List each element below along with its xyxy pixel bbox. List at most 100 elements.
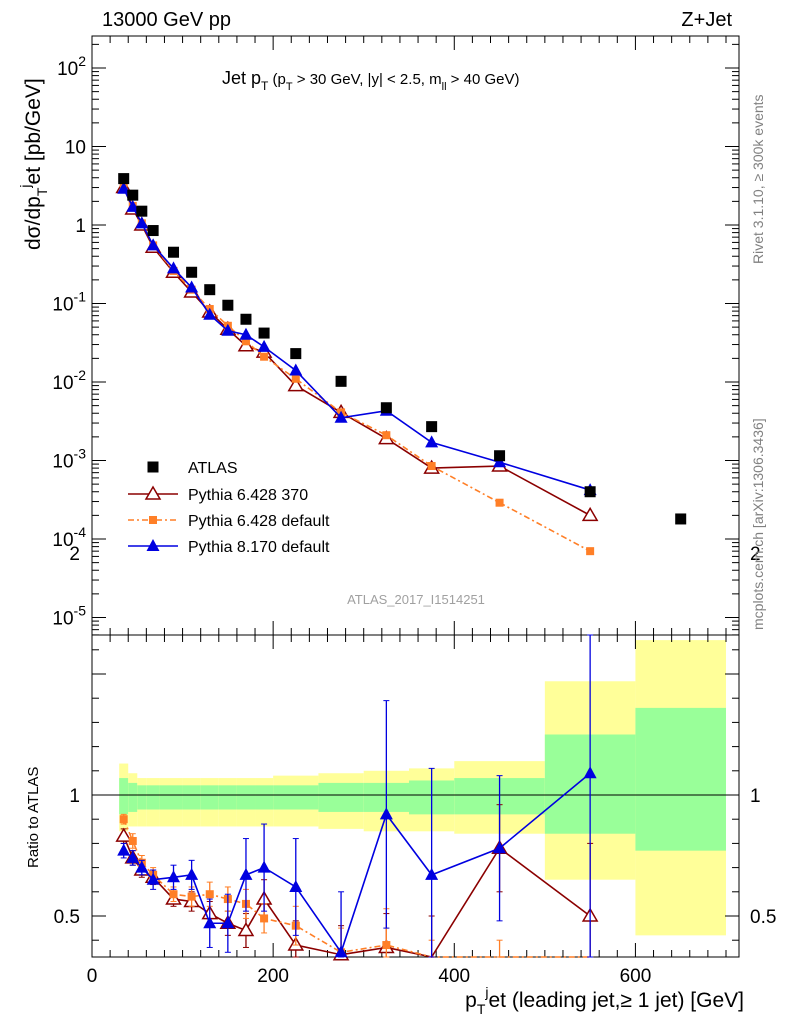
ratio-panel: 0.5 0.5 1 1 2 2 0 200 400 600 Ratio to ATLAS pTje… [25,544,776,1017]
ratio-point [221,916,235,929]
legend-item-py8_default: Pythia 8.170 default [128,539,330,556]
ratio-point [117,843,131,856]
y-tick-label: 10-1 [52,289,86,316]
data-point [203,307,217,320]
ratio-y-tick-label: 0.5 [54,907,80,928]
ratio-y-tick-label-right: 0.5 [750,907,776,928]
legend-item-atlas: ATLAS [147,460,238,477]
data-point [186,266,198,278]
data-point [258,327,270,339]
data-point [240,313,252,325]
band-green [255,785,274,810]
legend-marker [146,539,160,551]
ratio-point [135,860,149,873]
ratio-y-tick-label: 1 [69,786,80,807]
band-green [273,785,319,810]
data-point [146,238,160,251]
ratio-axis-ticks: 0.5 0.5 1 1 2 2 0 200 400 600 [54,544,777,987]
band-green [635,707,726,851]
data-point [147,225,159,237]
y-tick-label: 10-4 [52,524,86,551]
ratio-point [583,766,597,779]
y-tick-label: 102 [57,53,86,80]
data-point [135,216,149,229]
ratio-point [289,879,303,892]
y-tick-label: 10-2 [52,367,86,394]
legend-marker [147,461,159,473]
main-title: Jet pT (pT > 30 GeV, |y| < 2.5, mll > 40… [222,68,519,93]
x-tick-label: 0 [87,966,98,987]
ratio-y-tick-label-right: 1 [750,786,761,807]
data-point [118,173,130,185]
data-point [426,421,438,433]
side-label-lower: mcplots.cern.ch [arXiv:1306.3436] [750,418,766,630]
data-point [494,450,506,462]
data-point [586,547,595,556]
data-point [221,323,235,336]
header-left: 13000 GeV pp [102,9,231,31]
band-green [128,782,138,812]
chart-title: Jet pT (pT > 30 GeV, |y| < 2.5, mll > 40… [222,68,519,93]
data-point [427,462,436,471]
band-green [137,785,147,810]
data-point [257,339,271,352]
band-green [146,785,160,810]
legend: ATLAS Pythia 6.428 370 Pythia 6.428 defaul… [128,460,330,556]
ratio-point [128,836,137,845]
header-right: Z+Jet [681,9,732,31]
data-point [675,513,687,525]
legend-marker [144,485,162,500]
data-point [136,205,148,217]
ratio-point [493,841,507,854]
data-point [117,181,131,194]
data-point [289,363,303,376]
band-green [119,778,129,815]
data-point [127,189,139,201]
ratio-series [115,634,599,961]
band-green [236,785,256,810]
series-line [122,187,591,517]
ratio-point [119,815,128,824]
y-tick-label: 1 [75,216,86,237]
ratio-y-tick-label: 2 [69,544,80,565]
ratio-point [205,890,214,899]
side-label-upper: Rivet 3.1.10, ≥ 300k events [750,94,766,264]
ratio-point [425,867,439,880]
x-axis-label: pTjet (leading jet,≥ 1 jet) [GeV] [465,984,744,1017]
x-tick-label: 200 [257,966,289,987]
band-green [218,785,237,810]
legend-marker [149,516,157,524]
ratio-point [239,867,253,880]
data-point [185,280,199,293]
ratio-y-label-text: Ratio to ATLAS [25,767,42,868]
watermark: ATLAS_2017_I1514251 [347,592,485,607]
legend-label: ATLAS [188,460,238,477]
legend-label: Pythia 6.428 370 [188,487,308,504]
ratio-point [169,890,178,899]
data-point [334,410,348,423]
ratio-point [382,941,391,950]
ratio-point [167,870,181,883]
ratio-plot-frame [91,634,740,958]
data-point [241,337,250,346]
main-panel: 102 10 1 10-1 10-2 10-3 10-4 10-5 Jet pT (pT > … [17,35,740,636]
ratio-point [379,807,393,820]
ratio-point [185,867,199,880]
data-point [126,199,140,212]
data-point [168,246,180,258]
ratio-series-py6_default [119,813,594,958]
ratio-point [146,872,160,885]
legend-item-py6_default: Pythia 6.428 default [128,513,330,530]
data-point [291,374,300,383]
y-label-text: dσ/dpTjet [pb/GeV] [17,78,50,250]
series-line [122,188,591,491]
data-point [167,261,181,274]
band-green [182,785,201,810]
ratio-line [123,772,591,955]
data-point [584,486,596,498]
data-point [204,284,216,296]
ratio-point [334,945,348,958]
legend-item-py6_370: Pythia 6.428 370 [128,485,308,504]
y-tick-label: 10-3 [52,446,86,473]
